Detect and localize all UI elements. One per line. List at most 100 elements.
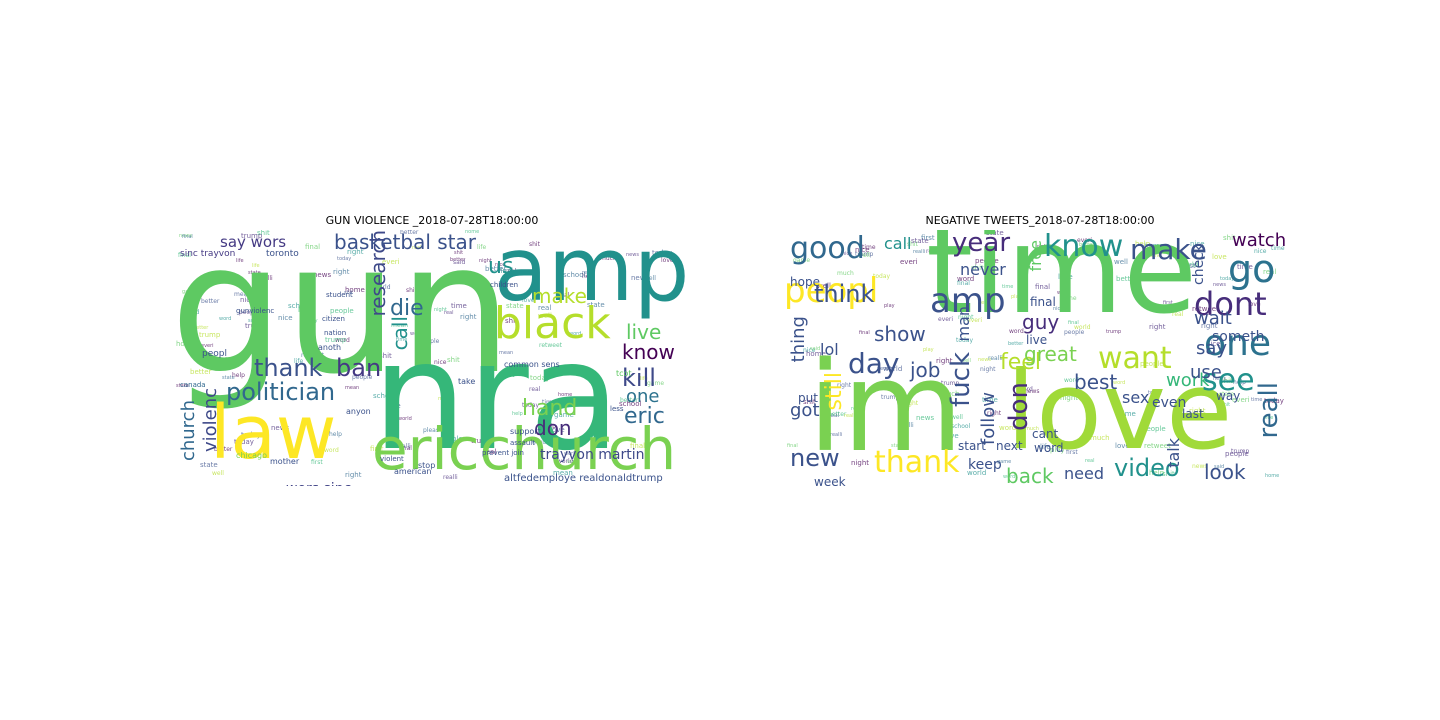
- filler-word: trump: [245, 322, 267, 330]
- filler-word: help: [1149, 469, 1165, 477]
- filler-word: everi: [967, 317, 983, 324]
- filler-word: help: [329, 431, 342, 438]
- filler-word: well: [480, 292, 492, 299]
- cloud-word: amp: [494, 230, 688, 321]
- filler-word: play: [923, 347, 934, 353]
- filler-word: final: [1035, 283, 1051, 291]
- right-panel-title: NEGATIVE TWEETS_2018-07-28T18:00:00: [925, 214, 1155, 227]
- filler-word: shit: [803, 398, 816, 406]
- filler-word: word: [567, 459, 580, 465]
- cloud-word: peopl: [784, 271, 879, 311]
- filler-word: realli: [851, 406, 864, 412]
- wordcloud-left: better better home real state well news real rig…: [176, 230, 688, 486]
- filler-word: realli: [913, 249, 926, 255]
- filler-word: state: [587, 301, 605, 309]
- cloud-word: watch: [1232, 230, 1287, 251]
- cloud-word: assault: [510, 439, 535, 447]
- filler-word: word: [1113, 380, 1126, 386]
- filler-word: final: [399, 445, 412, 452]
- filler-word: pleas: [544, 370, 563, 378]
- filler-word: well: [212, 470, 224, 477]
- filler-word: right: [347, 248, 364, 256]
- filler-word: life: [294, 358, 304, 365]
- filler-word: shit: [971, 264, 984, 272]
- cloud-word: tcot: [616, 369, 632, 378]
- filler-word: world: [398, 416, 412, 422]
- filler-word: shit: [447, 356, 460, 364]
- cloud-word: call: [388, 316, 412, 351]
- filler-word: help: [1135, 240, 1151, 248]
- filler-word: mean: [345, 385, 360, 391]
- filler-word: home: [806, 350, 826, 358]
- filler-word: state: [911, 237, 929, 245]
- filler-word: word: [1018, 386, 1033, 393]
- filler-word: right: [837, 382, 852, 389]
- cloud-word: less: [610, 405, 624, 413]
- cloud-word: word: [1034, 441, 1064, 455]
- filler-word: world: [564, 451, 578, 457]
- cloud-word: prevent join: [482, 449, 524, 457]
- filler-word: everi: [900, 258, 918, 266]
- filler-word: today: [1220, 276, 1235, 282]
- cloud-word: day: [848, 347, 900, 380]
- filler-word: game: [997, 459, 1012, 465]
- filler-word: world: [1074, 324, 1091, 331]
- filler-word: mean: [234, 291, 252, 298]
- filler-word: state: [1219, 391, 1235, 398]
- filler-word: retweet: [1192, 305, 1219, 313]
- filler-word: said: [453, 259, 466, 266]
- filler-word: nice: [842, 251, 853, 257]
- cloud-word: week: [814, 475, 846, 486]
- cloud-word: see: [1202, 363, 1255, 398]
- cloud-word: go: [1228, 247, 1276, 291]
- cloud-word: know: [1044, 230, 1124, 264]
- filler-word: love: [1212, 253, 1227, 261]
- filler-word: nice: [855, 246, 870, 254]
- cloud-word: citizen: [322, 315, 345, 323]
- filler-word: night: [980, 366, 996, 373]
- filler-word: state: [986, 230, 1004, 237]
- filler-word: much: [438, 396, 452, 402]
- filler-word: said: [1214, 464, 1225, 470]
- filler-word: right: [333, 268, 350, 276]
- filler-word: state: [222, 375, 235, 381]
- cloud-word: anyon: [346, 407, 371, 416]
- cloud-word: lol: [820, 340, 839, 359]
- cloud-word: video: [1114, 454, 1180, 482]
- cloud-word: chicago: [236, 451, 267, 460]
- cloud-word: guy: [1022, 310, 1060, 334]
- cloud-word: job: [910, 358, 941, 382]
- cloud-word: thank: [254, 354, 323, 382]
- filler-word: time: [1002, 284, 1014, 290]
- filler-word: love: [1115, 442, 1130, 450]
- filler-word: real: [1085, 458, 1095, 464]
- filler-word: better: [214, 446, 233, 453]
- filler-word: retweet: [946, 302, 970, 309]
- filler-word: well: [817, 282, 831, 290]
- filler-word: right: [460, 313, 477, 321]
- filler-word: real: [372, 355, 382, 361]
- filler-word: trump: [209, 275, 225, 281]
- filler-word: nice: [240, 296, 255, 304]
- cloud-word: best: [1074, 370, 1118, 394]
- filler-word: better: [190, 368, 212, 376]
- cloud-word: wait: [1194, 308, 1232, 329]
- filler-word: better: [1079, 242, 1095, 248]
- filler-word: nice: [1053, 306, 1064, 312]
- filler-word: nice: [1263, 415, 1274, 421]
- filler-word: night: [1060, 394, 1079, 402]
- filler-word: shit: [1220, 377, 1233, 385]
- filler-word: final: [178, 252, 191, 259]
- cloud-word: stop: [418, 461, 436, 470]
- cloud-word: fuck: [946, 352, 976, 407]
- filler-word: better: [1116, 275, 1138, 283]
- wordcloud-right: first shit love retweet trump trump realli bett…: [784, 230, 1296, 486]
- filler-word: home: [345, 286, 365, 294]
- cloud-word: ericchurch: [372, 415, 677, 483]
- cloud-word: got: [790, 400, 820, 421]
- filler-word: people: [1225, 450, 1249, 458]
- cloud-word: one: [1204, 323, 1271, 364]
- filler-word: night: [434, 307, 447, 313]
- filler-word: people: [975, 257, 999, 265]
- cloud-word: im: [808, 336, 964, 480]
